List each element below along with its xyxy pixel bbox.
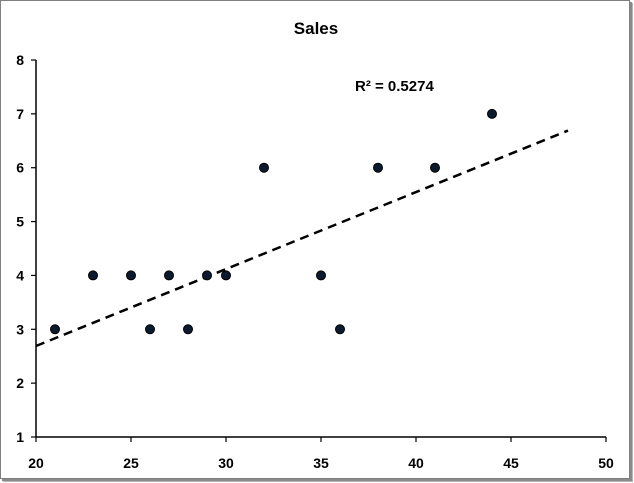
y-tick-label: 4 (16, 267, 24, 283)
data-point (430, 162, 440, 173)
data-point (126, 270, 136, 281)
r-squared-label: R² = 0.5274 (355, 78, 434, 95)
x-tick-label: 35 (313, 455, 329, 471)
data-point (316, 270, 326, 281)
x-tick-label: 45 (503, 455, 519, 471)
chart-title: Sales (294, 19, 338, 38)
data-point (164, 270, 174, 281)
data-point (221, 270, 231, 281)
data-point (183, 324, 193, 335)
data-point (145, 324, 155, 335)
data-point (50, 324, 60, 335)
data-point (373, 162, 383, 173)
x-tick-label: 40 (408, 455, 424, 471)
y-tick-label: 2 (16, 375, 24, 391)
trendline (35, 129, 569, 348)
data-point (259, 162, 269, 173)
y-tick-label: 7 (16, 106, 24, 122)
y-tick-label: 3 (16, 321, 24, 337)
data-point (487, 108, 497, 119)
data-point (202, 270, 212, 281)
y-tick-label: 6 (16, 160, 24, 176)
x-tick-label: 20 (28, 455, 44, 471)
data-point (335, 324, 345, 335)
y-tick-label: 8 (16, 52, 24, 68)
trendline-group (35, 129, 569, 348)
y-tick-label: 1 (16, 429, 24, 445)
data-points (50, 108, 497, 335)
x-tick-label: 50 (598, 455, 614, 471)
x-tick-label: 30 (218, 455, 234, 471)
data-point (88, 270, 98, 281)
x-tick-label: 25 (123, 455, 139, 471)
y-tick-label: 5 (16, 214, 24, 230)
